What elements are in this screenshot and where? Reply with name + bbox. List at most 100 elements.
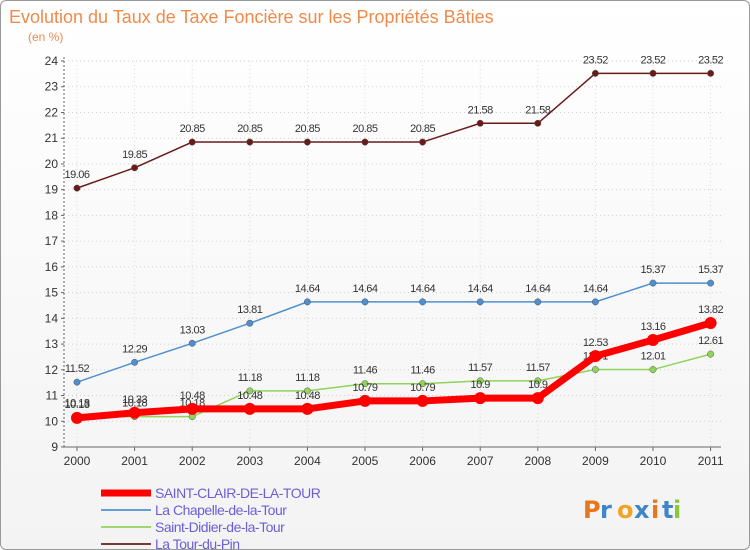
- data-point: [246, 319, 254, 327]
- data-label: 20.85: [352, 123, 377, 135]
- data-label: 23.52: [698, 54, 723, 66]
- data-point: [303, 138, 311, 146]
- data-point: [704, 316, 717, 329]
- data-point: [359, 394, 371, 407]
- data-label: 11.46: [410, 365, 435, 377]
- data-label: 10.9: [528, 379, 548, 391]
- x-tick-label: 2001: [121, 454, 148, 468]
- grid: [64, 60, 721, 448]
- data-label: 20.85: [295, 123, 320, 135]
- y-tick-label: 13: [45, 337, 59, 351]
- y-tick-label: 21: [45, 131, 59, 145]
- data-point: [188, 339, 196, 347]
- x-tick-label: 2008: [524, 454, 551, 468]
- chart-subtitle: (en %): [28, 30, 63, 44]
- y-tick-label: 9: [51, 440, 58, 454]
- data-point: [534, 119, 542, 127]
- data-label: 12.61: [698, 335, 723, 347]
- x-tick-label: 2007: [467, 454, 494, 468]
- data-label: 11.46: [353, 365, 378, 377]
- data-point: [246, 387, 254, 395]
- logo-letter: x: [634, 496, 650, 524]
- data-label: 10.9: [470, 379, 490, 391]
- data-label: 13.82: [698, 304, 723, 316]
- series-la-chapelle-de-la-tour: 11.52 12.29 13.03 13.81 14.64 14.64 14.64 14.64…: [65, 264, 724, 386]
- data-point: [591, 298, 599, 306]
- data-label: 21.58: [468, 104, 493, 116]
- data-point: [303, 387, 311, 395]
- series-saint-didier-de-la-tour: 10.1810.1810.1811.1811.1811.4611.4611.57…: [64, 335, 724, 421]
- x-tick-label: 2005: [352, 454, 379, 468]
- data-point: [186, 402, 199, 415]
- logo-letter: t: [662, 496, 673, 524]
- series-saint-clair-de-la-tour: 10.13 10.33 10.48 10.48 10.48 10.79 10.79 10.9 1…: [64, 304, 724, 424]
- y-tick-label: 18: [45, 208, 59, 222]
- data-point: [707, 350, 715, 358]
- x-tick-label: 2011: [698, 454, 724, 468]
- data-point: [246, 138, 254, 146]
- y-tick-label: 11: [46, 389, 59, 403]
- y-tick-label: 14: [45, 311, 59, 325]
- data-point: [361, 138, 369, 146]
- data-point: [591, 69, 599, 77]
- y-tick-label: 23: [45, 80, 59, 94]
- series-la-tour-du-pin: 19.06 19.85 20.85 20.85 20.85 20.85 20.85 21.58…: [64, 54, 724, 192]
- data-point: [647, 333, 659, 346]
- logo-letter: r: [600, 496, 612, 524]
- data-label: 15.37: [640, 264, 665, 276]
- y-tick-label: 16: [45, 260, 59, 274]
- data-label: 21.58: [525, 104, 550, 116]
- data-label: 14.64: [410, 283, 435, 295]
- data-label: 10.79: [410, 382, 435, 394]
- data-label: 11.18: [295, 372, 320, 384]
- data-label: 12.01: [640, 351, 665, 363]
- data-point: [707, 279, 715, 287]
- x-tick-label: 2002: [179, 454, 206, 468]
- data-point: [534, 377, 542, 385]
- data-point: [361, 380, 369, 388]
- series-line-la-chapelle-de-la-tour: [76, 282, 711, 383]
- data-label: 20.85: [237, 123, 262, 135]
- data-point: [128, 406, 141, 419]
- data-label: 19.85: [122, 149, 147, 161]
- data-point: [419, 138, 427, 146]
- data-point: [476, 119, 484, 127]
- data-label: 10.33: [122, 394, 147, 406]
- data-label: 12.29: [122, 343, 147, 355]
- data-label: 13.16: [640, 321, 665, 333]
- data-label: 14.64: [352, 283, 377, 295]
- data-label: 11.57: [526, 362, 551, 374]
- data-label: 10.48: [295, 390, 320, 402]
- y-tick-label: 19: [45, 183, 59, 197]
- y-tick-label: 22: [45, 105, 59, 119]
- x-tick-label: 2006: [409, 454, 436, 468]
- data-label: 10.13: [64, 399, 89, 411]
- data-label: 11.57: [468, 362, 493, 374]
- data-label: 10.18: [122, 398, 147, 410]
- x-tick-label: 2004: [294, 454, 321, 468]
- x-tick-label: 2009: [582, 454, 609, 468]
- data-point: [73, 378, 81, 386]
- series-line-saint-clair-de-la-tour: [76, 319, 712, 422]
- y-tick-label: 17: [45, 234, 59, 248]
- data-label: 14.64: [295, 283, 320, 295]
- x-tick-label: 2010: [640, 454, 667, 468]
- data-point: [419, 380, 427, 388]
- data-label: 14.64: [525, 283, 550, 295]
- y-tick-label: 15: [45, 286, 59, 300]
- y-tick-label: 12: [45, 363, 59, 377]
- x-tick-label: 2003: [236, 454, 263, 468]
- data-label: 11.52: [65, 363, 90, 375]
- data-label: 20.85: [180, 123, 205, 135]
- data-label: 14.64: [468, 283, 493, 295]
- data-point: [131, 164, 139, 172]
- data-point: [419, 298, 427, 306]
- data-point: [649, 366, 657, 373]
- legend-label: La Tour-du-Pin: [155, 536, 240, 550]
- data-point: [361, 298, 369, 306]
- axes: 9 10 11 12 13 14 15 16 17 18 19 20 21 22 23 24 2000 2001 2…: [45, 54, 724, 468]
- logo-letter: P: [583, 496, 601, 524]
- data-point: [243, 402, 256, 415]
